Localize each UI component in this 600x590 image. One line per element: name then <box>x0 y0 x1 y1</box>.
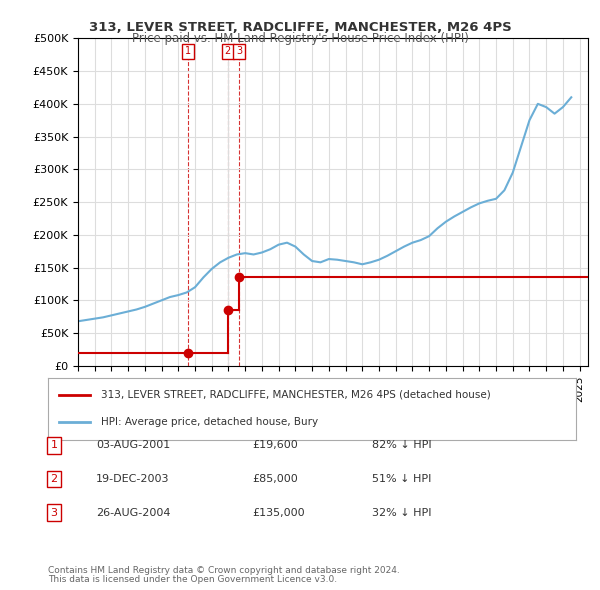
Text: 26-AUG-2004: 26-AUG-2004 <box>96 508 170 517</box>
Text: 2: 2 <box>224 47 231 57</box>
Text: Price paid vs. HM Land Registry's House Price Index (HPI): Price paid vs. HM Land Registry's House … <box>131 32 469 45</box>
Text: 313, LEVER STREET, RADCLIFFE, MANCHESTER, M26 4PS: 313, LEVER STREET, RADCLIFFE, MANCHESTER… <box>89 21 511 34</box>
Text: 51% ↓ HPI: 51% ↓ HPI <box>372 474 431 484</box>
Text: 1: 1 <box>185 47 191 57</box>
Text: £19,600: £19,600 <box>252 441 298 450</box>
Text: 19-DEC-2003: 19-DEC-2003 <box>96 474 170 484</box>
Text: 2: 2 <box>50 474 58 484</box>
Text: This data is licensed under the Open Government Licence v3.0.: This data is licensed under the Open Gov… <box>48 575 337 584</box>
Text: 313, LEVER STREET, RADCLIFFE, MANCHESTER, M26 4PS (detached house): 313, LEVER STREET, RADCLIFFE, MANCHESTER… <box>101 390 491 400</box>
Text: 82% ↓ HPI: 82% ↓ HPI <box>372 441 431 450</box>
Text: £135,000: £135,000 <box>252 508 305 517</box>
Text: 32% ↓ HPI: 32% ↓ HPI <box>372 508 431 517</box>
Text: HPI: Average price, detached house, Bury: HPI: Average price, detached house, Bury <box>101 417 318 427</box>
Text: 3: 3 <box>50 508 58 517</box>
Text: 03-AUG-2001: 03-AUG-2001 <box>96 441 170 450</box>
Text: £85,000: £85,000 <box>252 474 298 484</box>
Text: 3: 3 <box>236 47 242 57</box>
Text: Contains HM Land Registry data © Crown copyright and database right 2024.: Contains HM Land Registry data © Crown c… <box>48 566 400 575</box>
Text: 1: 1 <box>50 441 58 450</box>
